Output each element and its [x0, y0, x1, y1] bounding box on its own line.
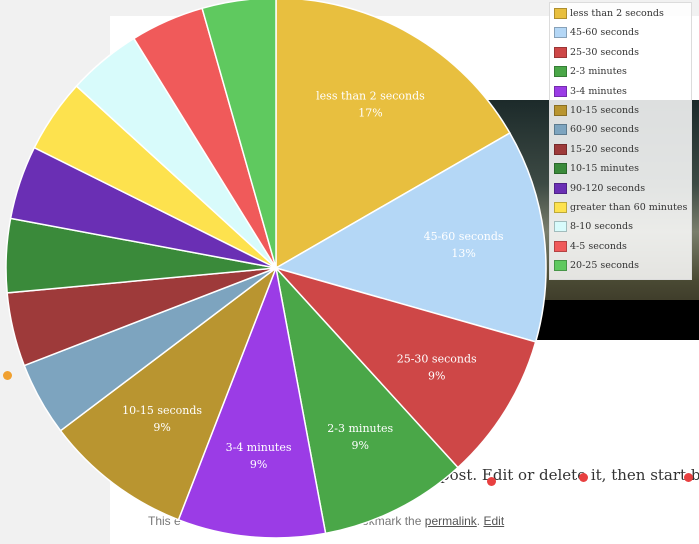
slice-percent-5: 9% — [250, 458, 267, 471]
slice-label-3: 25-30 seconds — [397, 352, 477, 365]
legend-swatch — [554, 105, 567, 116]
orange-dot-marker — [3, 371, 12, 380]
pie-slice-2 — [274, 131, 547, 343]
pie-slice-1 — [275, 0, 511, 270]
legend-swatch — [554, 240, 567, 252]
slice-label-6: 10-15 seconds — [122, 404, 202, 417]
legend-item-8: 15-20 seconds — [554, 143, 640, 158]
legend-item-10: 90-120 seconds — [554, 182, 646, 197]
red-dot-marker — [684, 473, 693, 482]
legend-label: 60-90 seconds — [570, 124, 640, 136]
legend-item-5: 3-4 minutes — [554, 85, 627, 100]
legend-label: 10-15 minutes — [570, 163, 640, 175]
legend-item-1: less than 2 seconds — [554, 8, 664, 22]
legend-swatch — [554, 260, 567, 272]
legend-swatch — [554, 221, 567, 233]
legend-swatch — [554, 46, 567, 58]
legend-item-3: 25-30 seconds — [554, 46, 640, 61]
legend-swatch — [554, 8, 567, 19]
legend-label: 10-15 seconds — [570, 105, 640, 116]
legend-label: 90-120 seconds — [570, 182, 646, 194]
legend-label: greater than 60 minutes — [570, 202, 688, 213]
legend-swatch — [554, 202, 567, 213]
slice-percent-6: 9% — [153, 421, 170, 434]
permalink-link[interactable]: permalink — [424, 514, 477, 528]
legend-swatch — [554, 124, 567, 136]
legend-item-4: 2-3 minutes — [554, 66, 627, 80]
edit-link[interactable]: Edit — [483, 514, 505, 528]
legend-swatch — [554, 27, 567, 39]
pie-slice-14 — [201, 0, 277, 269]
pie-slice-3 — [273, 266, 537, 469]
slice-percent-2: 13% — [451, 247, 475, 260]
legend-item-13: 4-5 seconds — [554, 240, 627, 255]
pie-slice-6 — [59, 265, 278, 521]
legend-label: 25-30 seconds — [570, 46, 640, 58]
legend-item-6: 10-15 seconds — [554, 105, 639, 119]
legend-label: less than 2 seconds — [570, 8, 664, 19]
legend-label: 3-4 minutes — [570, 85, 627, 97]
legend-label: 15-20 seconds — [570, 143, 640, 155]
slice-label-1: less than 2 seconds — [316, 89, 425, 102]
legend-item-9: 10-15 minutes — [554, 163, 639, 177]
pie-slice-4 — [274, 265, 459, 535]
legend-label: 8-10 seconds — [570, 221, 633, 233]
slice-label-2: 45-60 seconds — [424, 230, 504, 243]
slice-percent-4: 9% — [352, 439, 369, 452]
legend-swatch — [554, 66, 567, 78]
legend-swatch — [554, 143, 567, 155]
legend-label: 20-25 seconds — [570, 260, 640, 272]
slice-percent-3: 9% — [428, 369, 445, 382]
red-dot-marker — [487, 477, 496, 486]
footer-separator: . — [476, 514, 481, 528]
legend-swatch — [554, 182, 567, 194]
legend-label: 2-3 minutes — [570, 66, 627, 78]
legend-item-12: 8-10 seconds — [554, 221, 633, 235]
chart-legend: less than 2 seconds 45-60 seconds 25-30 se… — [549, 2, 692, 280]
legend-swatch — [554, 85, 567, 97]
post-body-text: post. Edit or delete it, then start blog — [440, 466, 699, 484]
slice-label-5: 3-4 minutes — [226, 441, 292, 454]
legend-item-11: greater than 60 minutes — [554, 202, 687, 216]
legend-item-14: 20-25 seconds — [554, 260, 639, 274]
pie-slice-5 — [177, 265, 327, 539]
legend-item-7: 60-90 seconds — [554, 124, 639, 138]
slice-percent-1: 17% — [358, 106, 382, 119]
legend-label: 4-5 seconds — [570, 240, 627, 252]
legend-swatch — [554, 163, 567, 175]
slice-label-4: 2-3 minutes — [327, 422, 393, 435]
red-dot-marker — [579, 473, 588, 482]
legend-item-2: 45-60 seconds — [554, 27, 639, 41]
legend-label: 45-60 seconds — [570, 27, 640, 39]
